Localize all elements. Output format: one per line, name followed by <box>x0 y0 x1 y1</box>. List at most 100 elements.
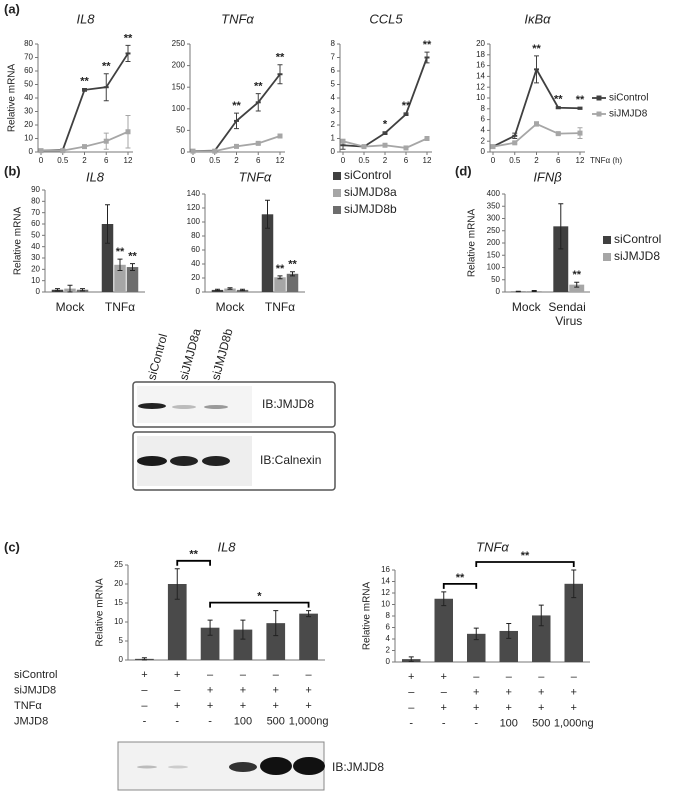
blot-band <box>260 757 292 775</box>
error-bar <box>558 203 564 250</box>
point <box>512 140 518 146</box>
y-tick-label: 50 <box>31 230 40 239</box>
bar <box>114 264 126 292</box>
blot-band <box>229 762 257 772</box>
x-tick-label: 12 <box>423 156 432 165</box>
y-tick-label: 80 <box>31 196 40 205</box>
x-tick-label: 6 <box>256 156 261 165</box>
row-cell: + <box>441 702 447 714</box>
y-axis-label: Relative mRNA <box>95 578 106 647</box>
y-tick-label: 250 <box>172 39 186 48</box>
blot-band <box>168 765 188 769</box>
error-bar <box>265 199 270 229</box>
y-tick-label: 14 <box>381 577 390 586</box>
x-tick-label: 0 <box>191 156 196 165</box>
legend-label: siControl <box>344 168 391 182</box>
row-cell: 500 <box>267 715 285 727</box>
x-tick-label: 2 <box>234 156 239 165</box>
bar <box>261 214 274 292</box>
point <box>534 68 539 71</box>
y-tick-label: 90 <box>31 185 40 194</box>
error-bar <box>277 275 283 280</box>
significance: ** <box>521 550 530 562</box>
row-cell: + <box>305 700 311 712</box>
y-tick-label: 10 <box>31 276 40 285</box>
row-cell: 1,000ng <box>289 715 329 727</box>
line <box>40 52 129 152</box>
blot-band <box>170 456 198 466</box>
y-tick-label: 140 <box>187 189 201 198</box>
y-tick-label: 10 <box>114 617 123 626</box>
x-tick-label: 2 <box>534 156 539 165</box>
lane-label: siJMJD8b <box>208 327 235 382</box>
x-tick-label: 0 <box>341 156 346 165</box>
y-tick-label: 0 <box>331 147 336 156</box>
point <box>125 129 131 135</box>
x-axis-label: TNFα (h) <box>590 156 623 165</box>
line <box>492 122 581 148</box>
legend-label: siJMJD8 <box>614 249 660 263</box>
bracket <box>176 559 211 566</box>
legend-label: siJMJD8b <box>344 202 397 216</box>
y-tick-label: 4 <box>331 93 336 102</box>
point <box>234 143 239 149</box>
bar <box>467 633 486 662</box>
legend-swatch <box>603 236 611 244</box>
point <box>382 142 388 148</box>
error-bar <box>215 288 220 292</box>
error-bar <box>130 263 135 271</box>
legend-swatch <box>333 189 341 197</box>
blot-frame <box>132 381 336 428</box>
point <box>212 148 218 154</box>
bar <box>274 277 286 292</box>
point <box>277 133 283 139</box>
chart-title: IκBα <box>524 11 551 26</box>
y-tick-label: 8 <box>481 104 486 113</box>
point <box>424 56 430 59</box>
y-axis-label: Relative mRNA <box>7 64 18 133</box>
blot-label: IB:JMJD8 <box>262 397 314 411</box>
chart-title: TNFα <box>476 539 509 554</box>
y-tick-label: 1 <box>331 134 336 143</box>
significance: ** <box>554 94 563 106</box>
blot-label: IB:Calnexin <box>260 453 321 467</box>
chart-title: IL8 <box>86 169 105 184</box>
point <box>190 148 196 154</box>
significance: ** <box>232 100 241 112</box>
y-tick-label: 0 <box>119 655 124 664</box>
y-tick-label: 3 <box>331 107 336 116</box>
significance: ** <box>456 572 465 584</box>
row-cell: + <box>538 686 544 698</box>
panel-label: (a) <box>4 1 20 16</box>
error-bar <box>306 610 312 618</box>
error-bar <box>67 284 73 293</box>
row-cell: - <box>442 717 446 729</box>
y-tick-label: 50 <box>491 275 500 284</box>
significance: ** <box>128 251 137 263</box>
y-tick-label: 80 <box>24 39 33 48</box>
row-cell: + <box>305 684 311 696</box>
blot-band <box>202 456 230 466</box>
y-tick-label: 15 <box>114 598 123 607</box>
y-tick-label: 5 <box>119 636 124 645</box>
y-tick-label: 120 <box>187 203 201 212</box>
error-bar <box>207 619 213 636</box>
row-cell: + <box>571 702 577 714</box>
point <box>403 145 409 151</box>
row-cell: - <box>474 717 478 729</box>
row-cell: + <box>538 702 544 714</box>
x-tick-label: 2 <box>383 156 388 165</box>
legend-marker <box>596 111 602 117</box>
point <box>38 148 44 154</box>
row-cell: + <box>141 669 147 681</box>
x-tick-label: Mock <box>56 300 86 314</box>
x-tick-label: 6 <box>104 156 109 165</box>
y-tick-label: 6 <box>481 115 486 124</box>
error-bar <box>117 258 123 271</box>
point <box>340 144 346 147</box>
y-tick-label: 18 <box>476 50 485 59</box>
legend-label: siJMJD8a <box>344 185 397 199</box>
y-tick-label: 40 <box>31 242 40 251</box>
legend-swatch <box>333 206 341 214</box>
y-tick-label: 2 <box>331 120 336 129</box>
